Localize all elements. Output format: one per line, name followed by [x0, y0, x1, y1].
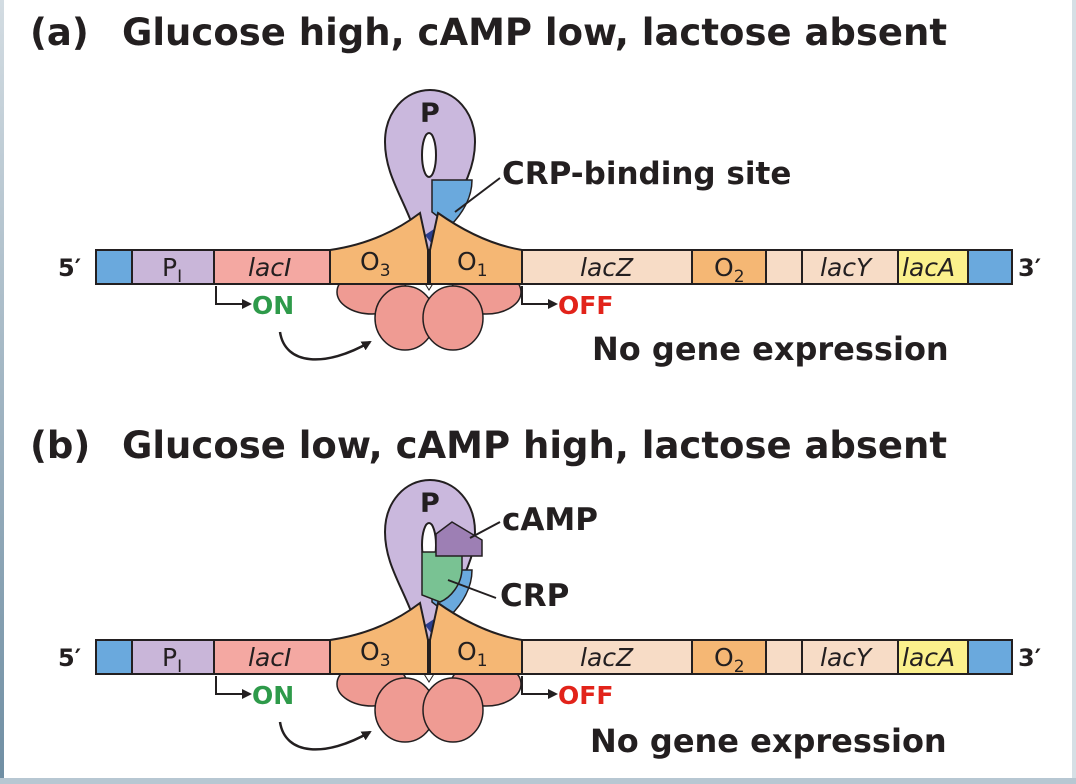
operator-o1-label-a: O1 — [457, 247, 488, 281]
lacy-label-a: lacY — [820, 253, 873, 282]
three-prime-label-a: 3′ — [1018, 254, 1041, 282]
crp-callout-line — [447, 579, 497, 599]
off-label-b: OFF — [558, 681, 613, 710]
promoter-pi-label-a: PI — [162, 253, 182, 287]
camp-molecule — [435, 521, 483, 557]
panel-b-letter: (b) — [30, 424, 90, 467]
promoter-pi-label-b: PI — [162, 643, 182, 677]
operator-o2-label-a: O2 — [714, 253, 745, 287]
repressor-synthesis-arrow-a — [278, 331, 372, 361]
panel-b: (b) Glucose low, cAMP high, lactose abse… — [30, 424, 1041, 760]
laca-label-b: lacA — [902, 643, 955, 672]
operator-o3-label-b: O3 — [360, 637, 391, 671]
dna-loop-b: P — [383, 478, 483, 641]
dna-strand-b — [95, 601, 1013, 675]
no-expression-note-a: No gene expression — [592, 330, 949, 368]
panel-a: (a) Glucose high, cAMP low, lactose abse… — [30, 11, 1041, 368]
laci-transcription-arrow-a — [215, 286, 252, 309]
panel-b-title: Glucose low, cAMP high, lactose absent — [122, 424, 947, 467]
operator-o2-label-b: O2 — [714, 643, 745, 677]
callout-line-a — [454, 177, 501, 213]
panel-a-title: Glucose high, cAMP low, lactose absent — [122, 11, 947, 54]
frame-left-edge — [0, 0, 4, 784]
off-label-a: OFF — [558, 291, 613, 320]
frame-right-edge — [1072, 0, 1076, 784]
no-expression-note-b: No gene expression — [590, 722, 947, 760]
camp-callout-line — [469, 521, 501, 539]
lacy-label-b: lacY — [820, 643, 873, 672]
camp-callout: cAMP — [502, 502, 598, 538]
panel-a-letter: (a) — [30, 11, 89, 54]
laca-label-a: lacA — [902, 253, 955, 282]
dna-strand-a — [95, 211, 1013, 285]
crp-binding-site-callout: CRP-binding site — [502, 156, 791, 192]
crp-callout: CRP — [500, 578, 569, 614]
operator-o1-label-b: O1 — [457, 637, 488, 671]
frame-bottom-edge — [0, 778, 1076, 784]
lacz-transcription-arrow-b — [521, 676, 558, 699]
lacz-label-a: lacZ — [580, 253, 634, 282]
laci-label-b: lacI — [248, 643, 291, 672]
loop-label-b: P — [420, 488, 440, 519]
repressor-synthesis-arrow-b — [278, 721, 372, 751]
five-prime-label-a: 5′ — [58, 254, 81, 282]
operator-o3-label-a: O3 — [360, 247, 391, 281]
on-label-a: ON — [252, 291, 294, 320]
lacz-label-b: lacZ — [580, 643, 634, 672]
lacz-transcription-arrow-a — [521, 286, 558, 309]
laci-label-a: lacI — [248, 253, 291, 282]
five-prime-label-b: 5′ — [58, 644, 81, 672]
three-prime-label-b: 3′ — [1018, 644, 1041, 672]
laci-transcription-arrow-b — [215, 676, 252, 699]
on-label-b: ON — [252, 681, 294, 710]
loop-label-a: P — [420, 98, 440, 129]
crp-protein — [421, 551, 463, 603]
